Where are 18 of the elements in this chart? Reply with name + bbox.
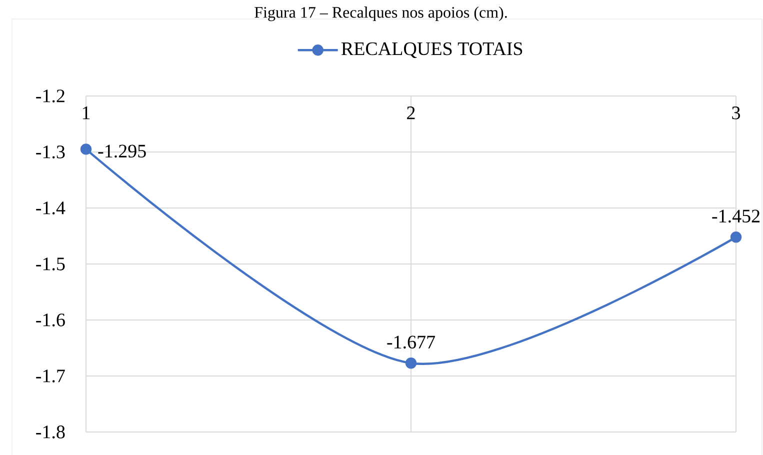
- y-tick-label: -1.8: [36, 426, 65, 438]
- y-tick-label: -1.4: [36, 202, 66, 214]
- y-tick-label: -1.2: [36, 90, 64, 102]
- point: [80, 144, 92, 155]
- y-tick-label: -1.7: [36, 370, 65, 382]
- data-label: -1.677: [387, 336, 435, 349]
- point: [730, 232, 742, 243]
- x-tick-label: 1: [82, 106, 90, 120]
- point: [405, 358, 417, 369]
- chart-title: Figura 17 – Recalques nos apoios (cm).: [254, 6, 507, 22]
- x-tick-label: 3: [732, 106, 740, 120]
- legend-label: RECALQUES TOTAIS: [341, 42, 522, 58]
- y-tick-label: -1.6: [36, 314, 65, 326]
- data-label: -1.295: [98, 144, 146, 158]
- y-tick-label: -1.3: [36, 146, 65, 158]
- data-label: -1.452: [712, 210, 760, 223]
- y-tick-label: -1.5: [36, 258, 65, 270]
- x-tick-label: 2: [407, 106, 415, 120]
